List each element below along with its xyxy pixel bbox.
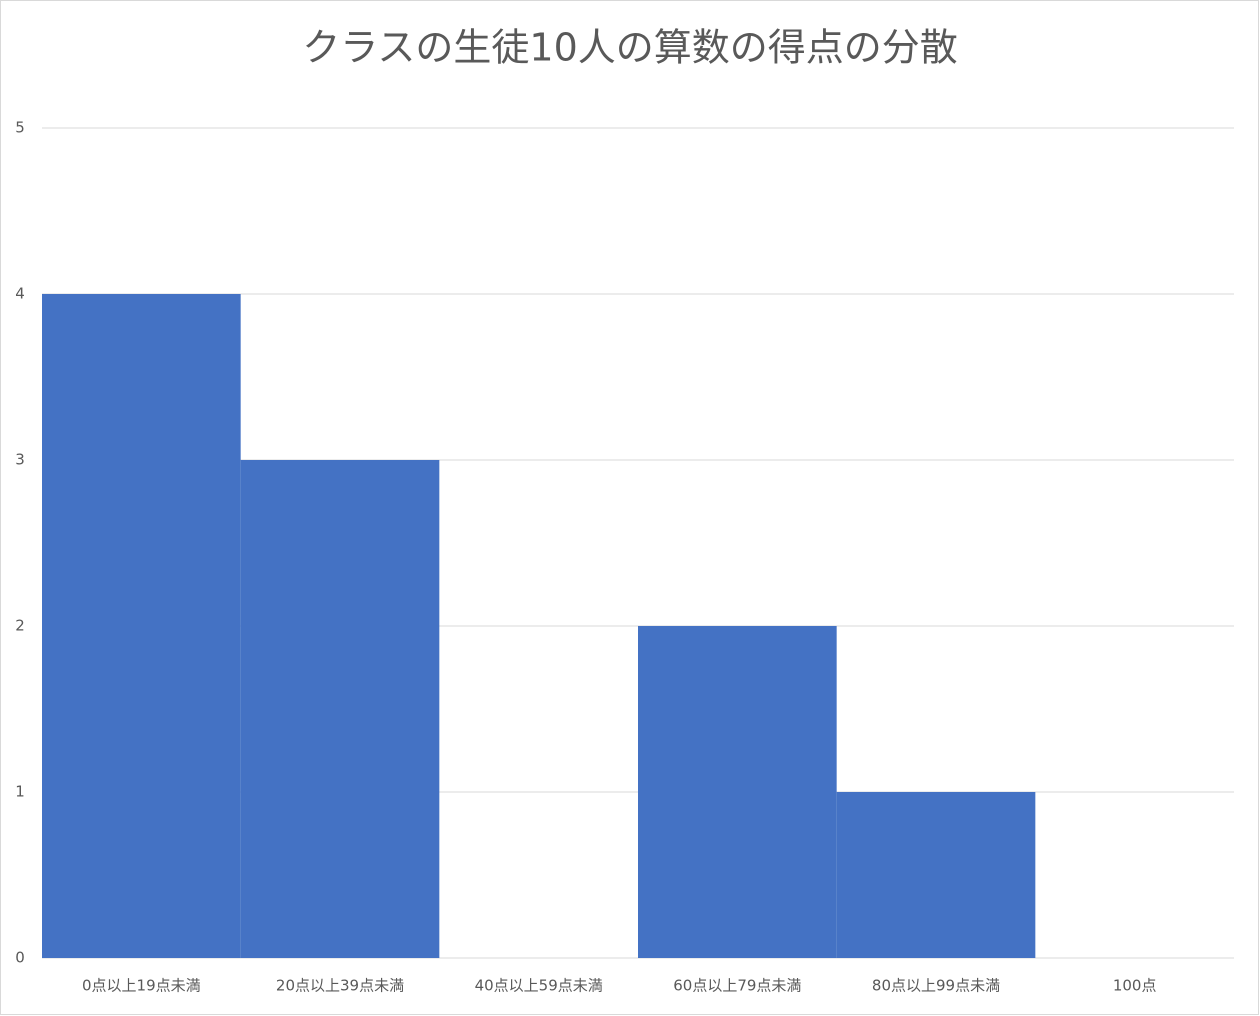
bar	[42, 294, 241, 958]
y-tick-label: 5	[15, 119, 25, 137]
x-tick-label: 100点	[1113, 977, 1157, 995]
bar	[240, 460, 440, 958]
x-tick-label: 80点以上99点未満	[872, 977, 1000, 995]
x-tick-label: 60点以上79点未満	[673, 977, 801, 995]
y-tick-label: 4	[15, 285, 25, 303]
x-tick-label: 20点以上39点未満	[276, 977, 404, 995]
bar	[638, 626, 837, 958]
x-tick-label: 40点以上59点未満	[475, 977, 603, 995]
bar	[836, 792, 1036, 958]
y-tick-label: 2	[15, 617, 25, 635]
y-tick-label: 1	[15, 783, 25, 801]
y-tick-label: 0	[15, 949, 25, 967]
y-tick-label: 3	[15, 451, 25, 469]
chart-title: クラスの生徒10人の算数の得点の分散	[302, 26, 958, 70]
x-tick-label: 0点以上19点未満	[82, 977, 201, 995]
